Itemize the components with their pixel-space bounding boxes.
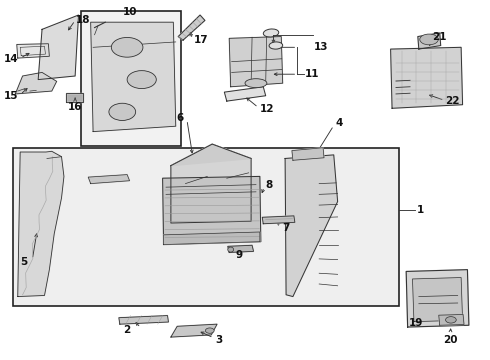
- Polygon shape: [292, 148, 324, 160]
- Text: 18: 18: [76, 15, 91, 25]
- Polygon shape: [171, 324, 217, 337]
- Ellipse shape: [245, 79, 267, 87]
- Polygon shape: [285, 155, 338, 297]
- Text: 21: 21: [432, 32, 446, 41]
- Text: 8: 8: [266, 180, 273, 190]
- Polygon shape: [66, 93, 83, 102]
- Polygon shape: [119, 316, 169, 324]
- Bar: [13, 148, 399, 306]
- Text: 13: 13: [314, 42, 329, 52]
- Ellipse shape: [228, 247, 234, 252]
- Ellipse shape: [127, 71, 156, 89]
- Polygon shape: [178, 15, 205, 40]
- Polygon shape: [17, 44, 49, 58]
- Text: 9: 9: [235, 250, 243, 260]
- Text: 16: 16: [68, 102, 82, 112]
- Polygon shape: [224, 87, 266, 101]
- Polygon shape: [171, 144, 251, 166]
- Text: 1: 1: [416, 206, 424, 216]
- Polygon shape: [229, 37, 283, 87]
- Ellipse shape: [263, 29, 279, 37]
- Text: 5: 5: [20, 257, 27, 267]
- Text: 15: 15: [4, 91, 19, 101]
- Polygon shape: [406, 270, 469, 327]
- Text: 12: 12: [259, 104, 274, 114]
- Text: 11: 11: [305, 69, 319, 79]
- Polygon shape: [15, 72, 57, 94]
- Polygon shape: [413, 278, 463, 321]
- Text: 7: 7: [283, 223, 290, 233]
- Text: 19: 19: [409, 318, 423, 328]
- Ellipse shape: [111, 37, 143, 57]
- Polygon shape: [171, 144, 251, 223]
- Text: 22: 22: [445, 96, 460, 106]
- Text: 17: 17: [194, 35, 208, 45]
- Polygon shape: [439, 315, 464, 325]
- Text: 3: 3: [216, 334, 223, 345]
- Polygon shape: [418, 33, 441, 49]
- Ellipse shape: [269, 42, 283, 49]
- Ellipse shape: [205, 328, 214, 333]
- Polygon shape: [164, 232, 260, 244]
- Polygon shape: [18, 151, 64, 297]
- Text: 10: 10: [122, 7, 137, 17]
- Polygon shape: [163, 176, 261, 244]
- Polygon shape: [88, 175, 129, 184]
- Polygon shape: [391, 47, 463, 108]
- Polygon shape: [262, 216, 295, 224]
- Polygon shape: [91, 22, 176, 132]
- Bar: [81, 12, 181, 146]
- Text: 6: 6: [177, 113, 184, 123]
- Ellipse shape: [420, 34, 438, 45]
- Ellipse shape: [445, 317, 456, 323]
- Text: 20: 20: [443, 335, 458, 345]
- Text: 14: 14: [4, 54, 19, 64]
- Ellipse shape: [109, 103, 136, 121]
- Polygon shape: [228, 245, 253, 252]
- Text: 4: 4: [335, 118, 343, 128]
- Polygon shape: [38, 15, 78, 80]
- Text: 2: 2: [123, 325, 131, 334]
